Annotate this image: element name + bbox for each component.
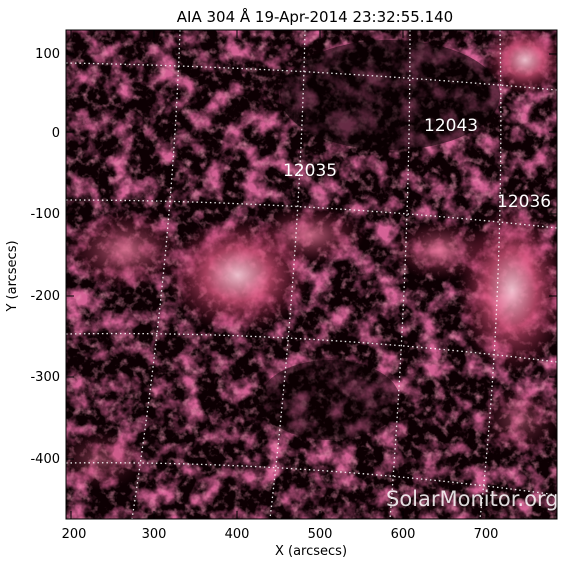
- plot-border: [65, 29, 558, 520]
- solar-image: 12035 12043 12036 SolarMonitor.org: [66, 30, 559, 519]
- y-tick-label: 100: [35, 47, 60, 62]
- x-tick-label: 700: [474, 527, 499, 542]
- heliographic-grid: [66, 30, 557, 519]
- active-region-label: 12035: [283, 161, 337, 181]
- x-tick-label: 600: [391, 527, 416, 542]
- y-axis: [66, 53, 557, 460]
- x-tick-label: 400: [225, 527, 250, 542]
- x-axis: [70, 30, 487, 519]
- active-region-label: 12036: [497, 192, 551, 212]
- y-tick-label: -400: [30, 452, 60, 467]
- x-tick-label: 200: [62, 527, 87, 542]
- x-tick-label: 300: [142, 527, 167, 542]
- watermark: SolarMonitor.org: [386, 487, 559, 511]
- y-axis-title: Y (arcsecs): [5, 240, 20, 312]
- x-axis-title: X (arcsecs): [275, 544, 347, 559]
- y-tick-label: -300: [30, 370, 60, 385]
- y-tick-label: -200: [30, 289, 60, 304]
- y-tick-label: 0: [52, 126, 60, 141]
- figure-title: AIA 304 Å 19-Apr-2014 23:32:55.140: [177, 7, 453, 26]
- x-tick-label: 500: [308, 527, 333, 542]
- active-region-label: 12043: [424, 116, 478, 136]
- y-tick-label: -100: [30, 207, 60, 222]
